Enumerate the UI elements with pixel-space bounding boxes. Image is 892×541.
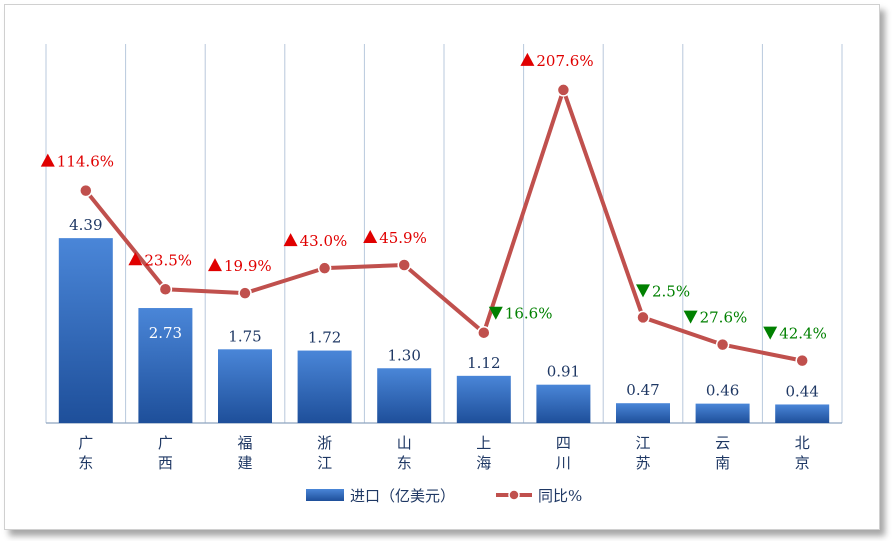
bar-北京 xyxy=(775,404,830,423)
line-label-arrow-浙江 xyxy=(283,233,298,247)
bar-label-福建: 1.75 xyxy=(228,327,261,345)
line-point-广东 xyxy=(79,183,93,198)
line-point-山东 xyxy=(397,258,411,272)
line-label-arrow-四川 xyxy=(520,52,535,66)
legend: 进口（亿美元） 同比% xyxy=(306,487,582,505)
line-label-arrow-广东 xyxy=(40,153,55,167)
bar-广西 xyxy=(138,308,193,423)
line-label-江苏: 2.5% xyxy=(652,282,690,300)
bar-label-上海: 1.12 xyxy=(467,354,500,372)
category-label-山东: 山东 xyxy=(397,434,412,472)
legend-bar-label: 进口（亿美元） xyxy=(350,487,455,505)
line-point-北京 xyxy=(795,353,809,368)
bar-山东 xyxy=(377,368,432,423)
bar-江苏 xyxy=(616,403,670,423)
bar-label-四川: 0.91 xyxy=(547,363,580,381)
category-axis: 广东 广西 福建 浙江 山东 上海 四川 江苏 云南 北京 xyxy=(78,434,809,472)
line-label-arrow-福建 xyxy=(208,258,222,272)
category-label-四川: 四川 xyxy=(556,434,571,472)
line-label-arrow-广西 xyxy=(128,252,143,266)
line-point-上海 xyxy=(477,325,491,340)
line-label-四川: 207.6% xyxy=(536,52,593,70)
bar-label-北京: 0.44 xyxy=(785,382,818,400)
bar-广东 xyxy=(58,238,113,423)
line-label-arrow-江苏 xyxy=(636,284,650,298)
bar-label-云南: 0.46 xyxy=(706,382,739,400)
line-label-arrow-北京 xyxy=(763,326,778,340)
bar-云南 xyxy=(695,403,750,423)
bar-label-江苏: 0.47 xyxy=(626,381,659,399)
line-path xyxy=(84,87,803,363)
category-label-浙江: 浙江 xyxy=(317,434,332,472)
category-label-北京: 北京 xyxy=(795,434,810,472)
line-label-云南: 27.6% xyxy=(700,309,748,327)
category-label-广西: 广西 xyxy=(158,434,173,472)
bar-series xyxy=(58,238,830,423)
category-label-云南: 云南 xyxy=(715,434,730,472)
line-label-山东: 45.9% xyxy=(379,229,427,247)
line-label-北京: 42.4% xyxy=(779,325,827,343)
line-point-广西 xyxy=(158,282,173,297)
line-label-广东: 114.6% xyxy=(57,153,114,171)
line-label-上海: 16.6% xyxy=(505,305,553,323)
line-point-浙江 xyxy=(317,261,332,275)
category-label-江苏: 江苏 xyxy=(635,434,650,472)
bar-label-山东: 1.30 xyxy=(387,346,420,364)
line-label-arrow-上海 xyxy=(488,306,503,320)
line-point-江苏 xyxy=(636,310,650,325)
line-point-云南 xyxy=(715,337,730,352)
line-label-浙江: 43.0% xyxy=(300,232,348,250)
grid xyxy=(45,44,843,424)
data-labels: 4.39 2.73 1.75 1.72 1.30 1.12 0.91 0.47 0.46 0.44… xyxy=(40,52,827,400)
bar-label-浙江: 1.72 xyxy=(308,329,341,347)
category-label-广东: 广东 xyxy=(78,434,93,472)
bar-四川 xyxy=(536,384,591,423)
category-label-上海: 上海 xyxy=(476,434,491,472)
bar-label-广东: 4.39 xyxy=(69,216,102,234)
legend-bar-swatch xyxy=(306,489,344,501)
line-label-arrow-山东 xyxy=(363,230,378,244)
line-label-arrow-云南 xyxy=(683,310,698,324)
legend-line-marker xyxy=(508,489,520,501)
line-label-福建: 19.9% xyxy=(224,257,272,275)
line-point-四川 xyxy=(556,83,571,97)
bar-label-广西: 2.73 xyxy=(149,324,182,342)
bar-上海 xyxy=(456,375,511,423)
bar-浙江 xyxy=(297,350,352,423)
line-label-广西: 23.5% xyxy=(144,251,192,269)
line-point-福建 xyxy=(238,286,252,300)
category-label-福建: 福建 xyxy=(237,434,252,472)
legend-line-label: 同比% xyxy=(538,487,582,505)
line-series xyxy=(79,83,809,368)
bar-福建 xyxy=(218,349,272,423)
